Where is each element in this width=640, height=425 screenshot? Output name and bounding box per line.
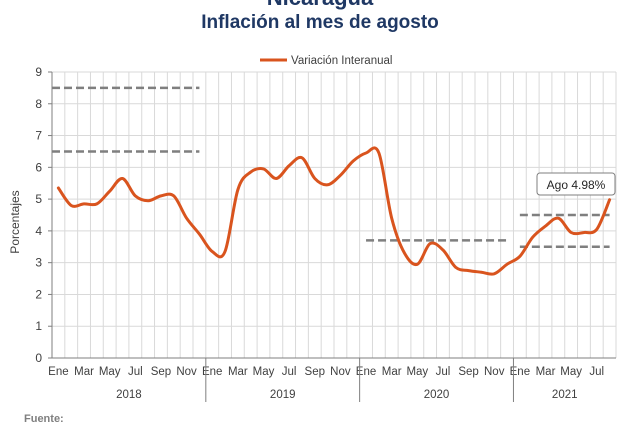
y-tick-label: 6 (35, 160, 42, 174)
x-tick-label: Mar (74, 366, 94, 378)
x-tick-label: May (99, 366, 121, 378)
x-tick-label: Jul (282, 366, 297, 378)
x-tick-label: Mar (536, 366, 556, 378)
y-tick-label: 5 (35, 192, 42, 206)
x-tick-label: Ene (510, 366, 530, 378)
x-tick-label: Sep (151, 366, 171, 378)
year-label: 2018 (116, 389, 142, 401)
legend: Variación Interanual (260, 55, 392, 67)
year-label: 2020 (424, 389, 450, 401)
x-tick-label: Sep (305, 366, 325, 378)
year-label: 2021 (552, 389, 578, 401)
source-label: Fuente: (24, 413, 64, 425)
y-tick-label: 7 (35, 129, 42, 143)
annotation: Ago 4.98% (536, 172, 616, 196)
x-tick-label: May (406, 366, 428, 378)
grid-layer (52, 71, 617, 358)
y-tick-label: 2 (35, 287, 42, 301)
reference-lines (52, 86, 610, 249)
x-tick-label: Ene (356, 366, 376, 378)
legend-label: Variación Interanual (291, 55, 392, 67)
x-tick-label: May (253, 366, 275, 378)
x-tick-label: Mar (228, 366, 248, 378)
y-tick-label: 0 (35, 351, 42, 365)
page-top-title: Nicaragua (0, 0, 640, 11)
annotation-label: Ago 4.98% (547, 178, 606, 192)
x-tick-label: Mar (382, 366, 402, 378)
y-tick-label: 8 (35, 97, 42, 111)
y-tick-label: 9 (35, 65, 42, 79)
year-label: 2019 (270, 389, 296, 401)
y-axis-label: Porcentajes (8, 190, 22, 253)
x-tick-label: Ene (202, 366, 222, 378)
x-tick-label: May (560, 366, 582, 378)
x-tick-label: Jul (589, 366, 604, 378)
y-tick-label: 3 (35, 256, 42, 270)
annotation-box (536, 172, 616, 196)
x-tick-label: Ene (48, 366, 68, 378)
x-tick-label: Nov (330, 366, 351, 378)
axes: 0 1 2 3 4 5 6 7 8 9 Ene Mar May Jul Sep Nov Ene Mar May Jul… (35, 65, 616, 402)
chart-title: Inflación al mes de agosto (201, 12, 439, 33)
x-tick-label: Jul (436, 366, 451, 378)
x-tick-label: Jul (128, 366, 143, 378)
y-tick-label: 4 (35, 224, 42, 238)
y-tick-label: 1 (35, 319, 42, 333)
x-tick-label: Nov (484, 366, 505, 378)
x-tick-label: Sep (458, 366, 478, 378)
series-layer (56, 146, 612, 276)
x-tick-label: Nov (176, 366, 197, 378)
series-line-variacion-interanual (56, 146, 612, 276)
